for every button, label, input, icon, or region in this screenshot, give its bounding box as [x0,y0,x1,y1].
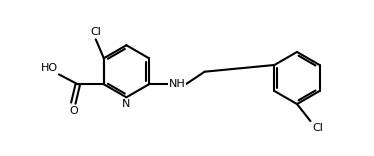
Text: NH: NH [168,79,185,89]
Text: O: O [69,106,78,116]
Text: Cl: Cl [313,123,324,133]
Text: HO: HO [41,63,58,73]
Text: Cl: Cl [91,27,101,37]
Text: N: N [122,99,131,109]
